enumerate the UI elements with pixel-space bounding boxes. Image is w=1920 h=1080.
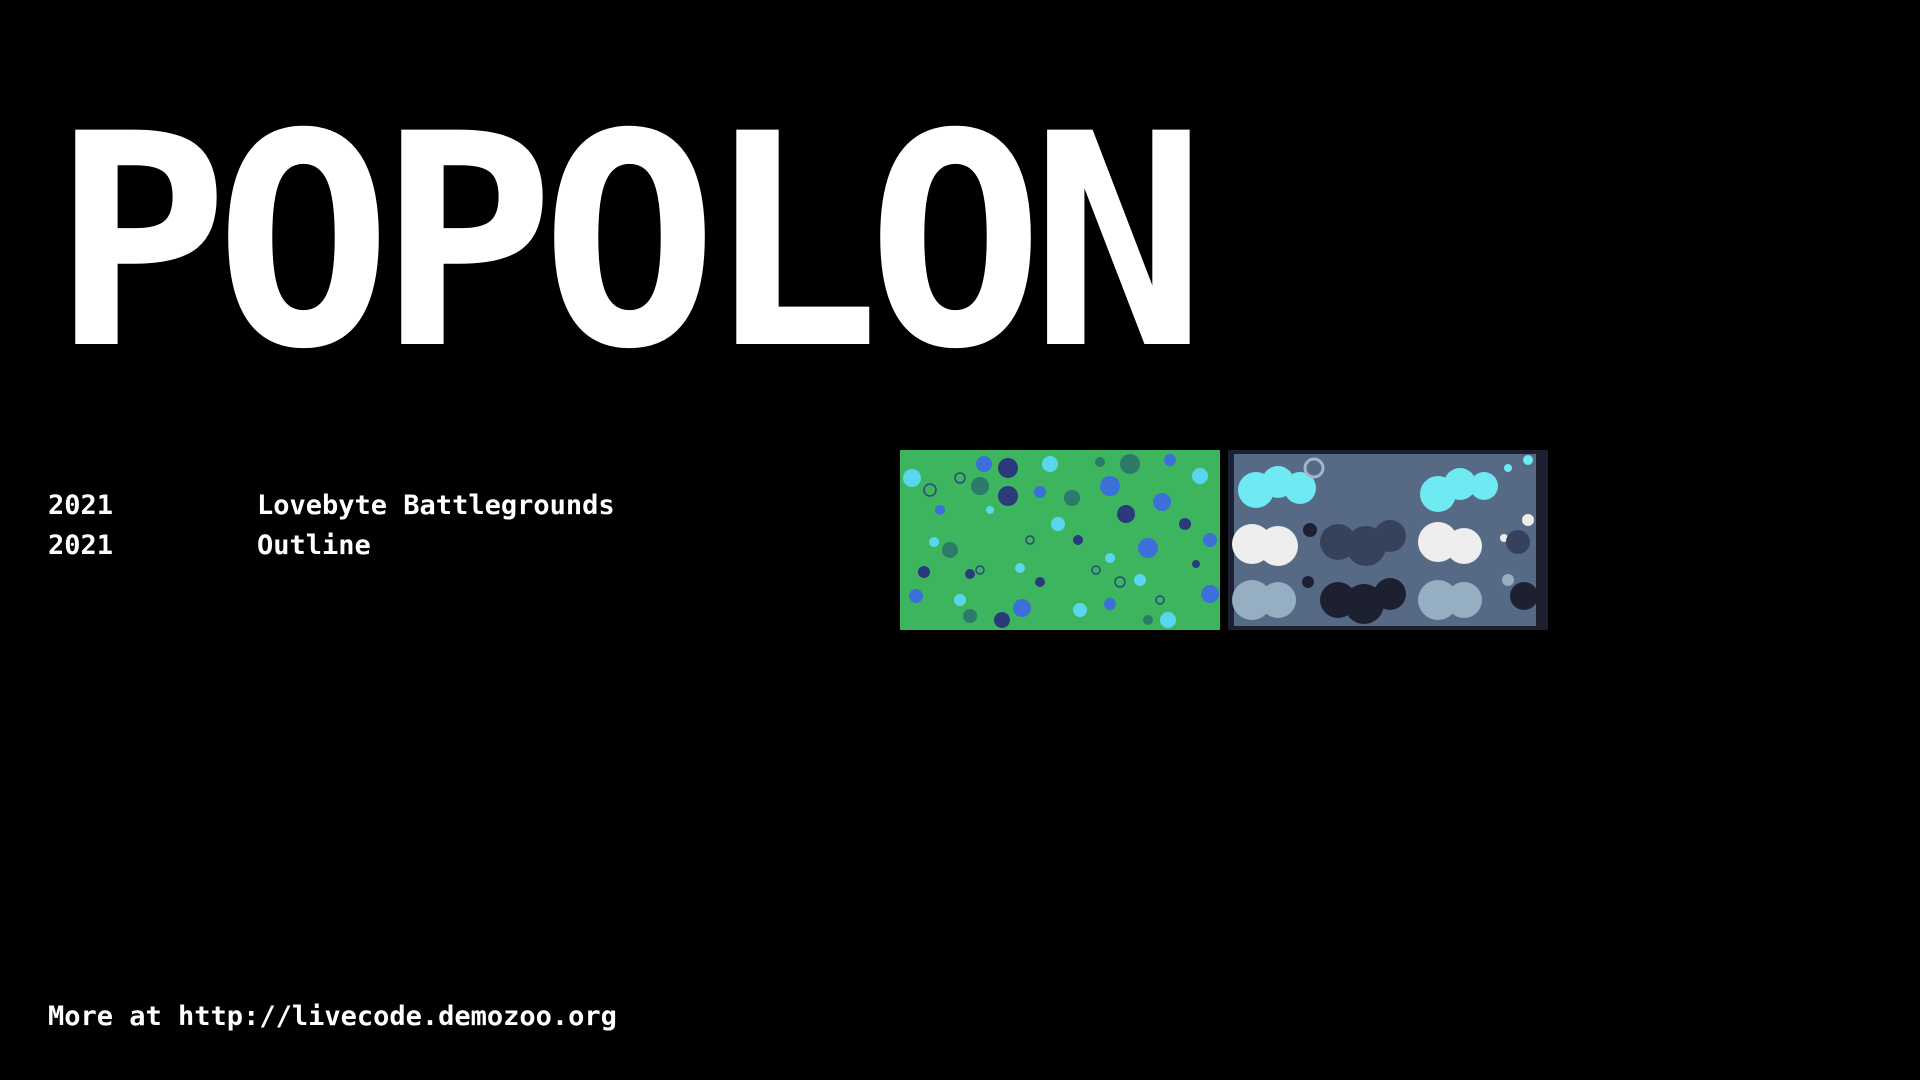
page-title: POPOLON [52, 72, 1207, 414]
entry-event: Outline [257, 530, 371, 561]
entries-list: 2021 Lovebyte Battlegrounds 2021 Outline [48, 486, 615, 566]
grey-clouds-thumbnail[interactable] [1228, 450, 1548, 630]
list-item: 2021 Lovebyte Battlegrounds [48, 486, 615, 526]
entry-year: 2021 [48, 530, 114, 561]
thumbnail-row [900, 450, 1548, 630]
green-bubbles-thumbnail[interactable] [900, 450, 1220, 630]
entry-year: 2021 [48, 490, 114, 521]
entry-event: Lovebyte Battlegrounds [257, 490, 615, 521]
list-item: 2021 Outline [48, 526, 615, 566]
footer-link-text: More at http://livecode.demozoo.org [48, 1001, 617, 1032]
